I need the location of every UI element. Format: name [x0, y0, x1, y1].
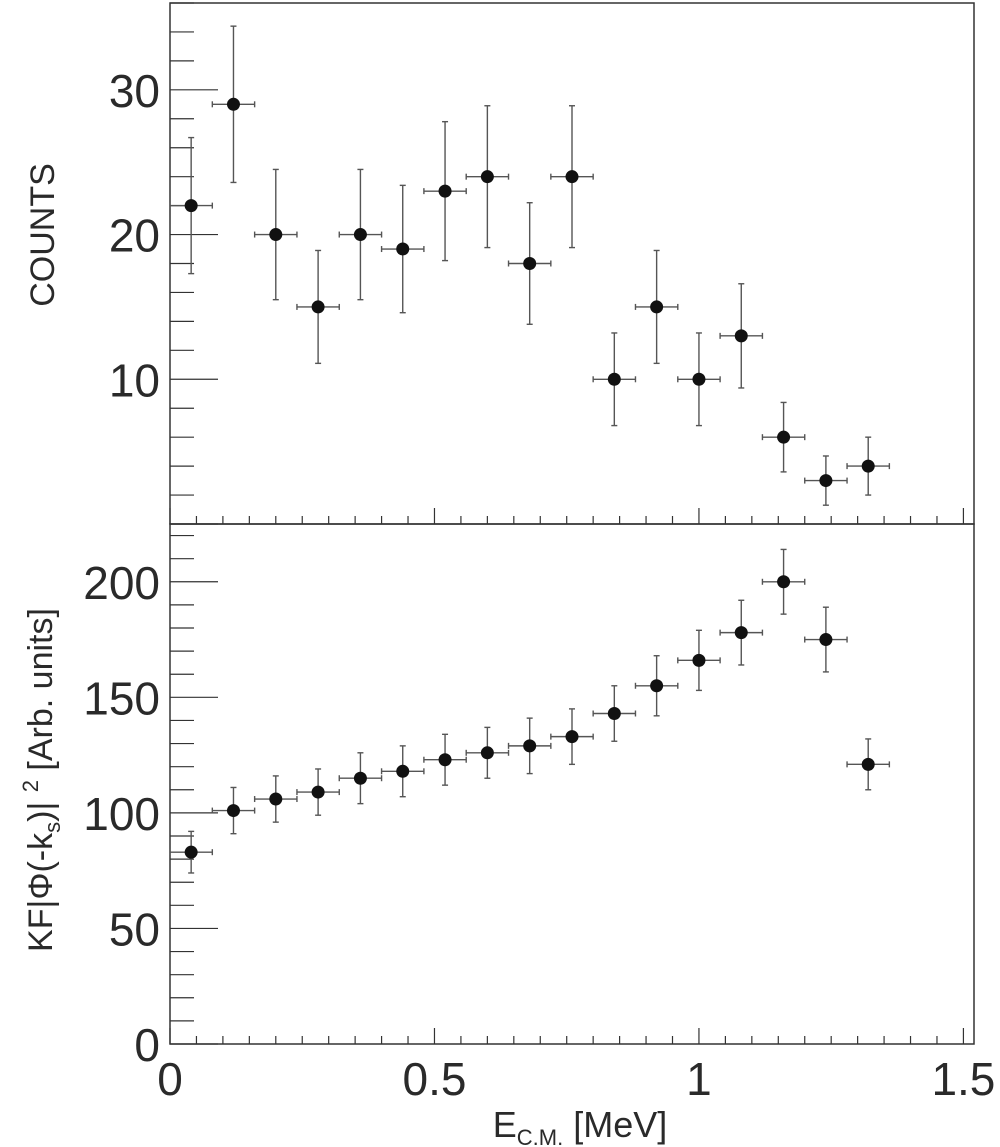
bottom-data-point: [169, 830, 214, 874]
bottom-data-point: [507, 717, 552, 775]
bottom-data-point: [846, 738, 891, 791]
top-data-point: [592, 332, 637, 427]
top-marker: [819, 474, 833, 488]
bottom-data-point: [465, 726, 510, 779]
bottom-marker: [353, 771, 367, 785]
top-marker: [480, 170, 494, 184]
bottom-data-point: [804, 606, 848, 673]
bottom-data-point: [592, 685, 637, 742]
bottom-marker: [226, 804, 240, 818]
top-marker: [565, 170, 579, 184]
top-marker: [861, 459, 875, 473]
bottom-marker: [692, 653, 706, 667]
top-marker: [523, 257, 537, 270]
bottom-axis-ticks: 0 50 100 150 200 0 0.5 1 1.5: [83, 534, 995, 1105]
top-marker: [353, 228, 367, 242]
bottom-marker: [480, 746, 494, 760]
top-y-tick-label: 10: [109, 354, 160, 406]
bottom-marker: [438, 753, 452, 767]
top-data-point: [338, 168, 383, 301]
bottom-data-point: [550, 708, 594, 766]
top-panel-frame: [169, 2, 975, 525]
bottom-marker: [311, 785, 325, 799]
bottom-y-tick-label: 100: [83, 788, 160, 840]
bottom-y-tick-label: 0: [134, 1019, 160, 1071]
bottom-data-point: [719, 599, 764, 666]
bottom-data-point: [677, 629, 721, 692]
top-y-tick-label: 20: [109, 210, 160, 262]
bottom-data-point: [338, 752, 383, 805]
top-data-point: [634, 249, 679, 365]
top-marker: [184, 199, 198, 213]
bottom-data-point: [253, 775, 298, 823]
top-data-point: [211, 25, 256, 184]
bottom-marker: [269, 792, 283, 806]
bottom-marker: [734, 626, 748, 640]
top-data-point: [423, 120, 467, 262]
bottom-panel-series: [169, 548, 891, 874]
bottom-data-point: [380, 745, 425, 798]
bottom-marker: [396, 764, 410, 778]
top-data-point: [296, 249, 340, 365]
bottom-y-axis-title: KF|Φ(-ks)| 2 [Arb. units]: [18, 608, 65, 952]
x-tick-label: 0.5: [402, 1053, 466, 1105]
bottom-marker: [523, 739, 537, 753]
top-data-point: [719, 283, 764, 389]
x-tick-label: 0: [157, 1053, 183, 1105]
bottom-y-tick-label: 50: [109, 903, 160, 955]
top-marker: [311, 300, 325, 314]
top-data-point: [550, 105, 594, 249]
bottom-marker: [819, 633, 833, 647]
x-tick-label: 1: [686, 1053, 712, 1105]
top-data-point: [761, 401, 806, 473]
bottom-panel-frame: [169, 523, 975, 1045]
top-marker: [396, 242, 410, 256]
bottom-marker: [777, 575, 791, 589]
top-data-point: [846, 436, 891, 496]
bottom-data-point: [423, 733, 467, 786]
top-marker: [734, 329, 748, 343]
top-marker: [269, 228, 283, 242]
top-data-point: [507, 202, 552, 325]
top-axis-ticks: 10 20 30: [109, 2, 965, 525]
x-axis-title: EC.M. [MeV]: [493, 1104, 668, 1147]
top-data-point: [465, 105, 510, 249]
bottom-data-point: [761, 548, 806, 615]
bottom-data-point: [211, 786, 256, 835]
bottom-data-point: [296, 768, 340, 816]
bottom-data-point: [634, 655, 679, 717]
top-marker: [226, 97, 240, 111]
top-marker: [777, 430, 791, 444]
x-tick-label: 1.5: [931, 1053, 995, 1105]
bottom-y-tick-label: 200: [83, 557, 160, 609]
top-data-point: [804, 455, 848, 506]
bottom-marker: [184, 845, 198, 859]
top-data-point: [169, 136, 214, 275]
top-panel-series: [169, 25, 891, 506]
top-y-tick-label: 30: [109, 65, 160, 117]
bottom-marker: [607, 707, 621, 721]
bottom-marker: [650, 679, 664, 693]
bottom-y-tick-label: 150: [83, 672, 160, 724]
top-y-axis-title: COUNTS: [24, 163, 62, 307]
top-marker: [692, 372, 706, 386]
top-data-point: [380, 184, 425, 314]
top-marker: [650, 300, 664, 314]
bottom-marker: [861, 757, 875, 771]
top-marker: [438, 184, 452, 198]
top-data-point: [253, 168, 298, 301]
top-data-point: [677, 332, 721, 427]
bottom-marker: [565, 730, 579, 744]
top-marker: [607, 372, 621, 386]
